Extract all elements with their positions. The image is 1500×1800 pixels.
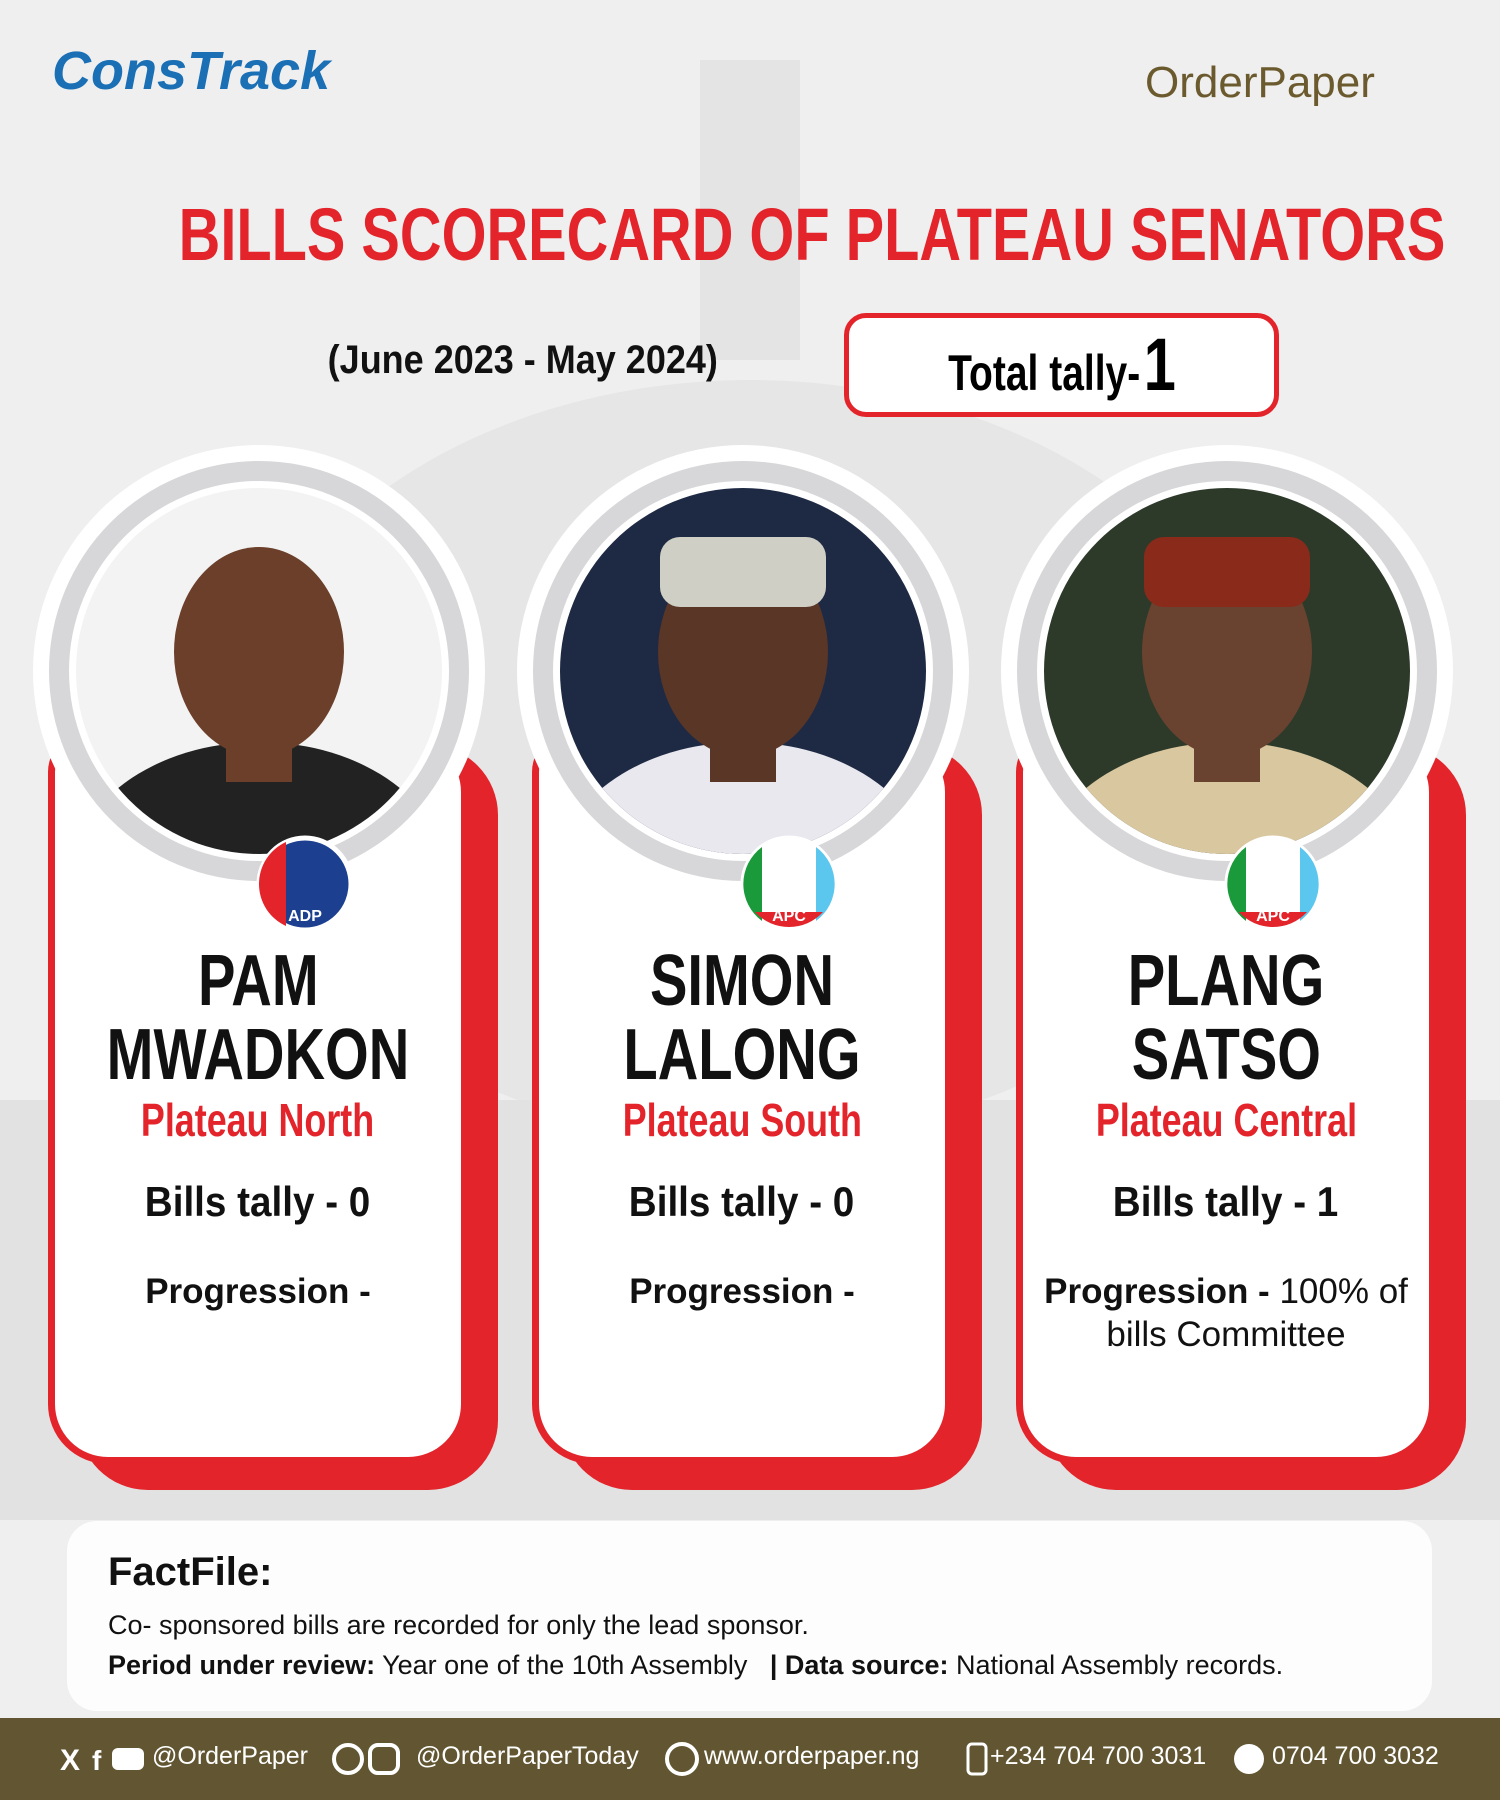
- period: (June 2023 - May 2024): [327, 338, 718, 382]
- factfile-note: Co- sponsored bills are recorded for onl…: [108, 1610, 809, 1640]
- svg-text:f: f: [92, 1745, 102, 1776]
- name-line: SATSO: [1016, 1018, 1436, 1092]
- bills-text: Bills tally - 0: [629, 1178, 855, 1225]
- name-line: LALONG: [532, 1018, 952, 1092]
- party-logo-text: APC: [1256, 908, 1290, 925]
- name-line: PAM: [48, 944, 468, 1018]
- district: Plateau South: [532, 1093, 952, 1147]
- footer-handle: @OrderPaper: [152, 1742, 308, 1770]
- period-value: Year one of the 10th Assembly: [382, 1650, 748, 1680]
- progression-label: Progression -: [629, 1272, 855, 1311]
- party-logo-text: ADP: [288, 908, 322, 925]
- name-line: PLANG: [1016, 944, 1436, 1018]
- name-text: PAM: [197, 941, 319, 1021]
- district-text: Plateau South: [622, 1094, 862, 1146]
- name-text: MWADKON: [106, 1015, 410, 1095]
- footer-phone: +234 704 700 3031: [990, 1742, 1207, 1770]
- portrait: ADP: [33, 445, 485, 933]
- orderpaper-logo: OrderPaper: [1145, 58, 1375, 107]
- svg-text:X: X: [60, 1744, 80, 1777]
- total-label: Total tally-: [947, 345, 1140, 401]
- bills-text: Bills tally - 0: [145, 1178, 371, 1225]
- portrait: APC: [1001, 445, 1453, 933]
- bills-text: Bills tally - 1: [1113, 1178, 1339, 1225]
- progression: Progression -: [68, 1270, 448, 1313]
- name-line: MWADKON: [48, 1018, 468, 1092]
- name-text: SATSO: [1131, 1015, 1321, 1095]
- period-label: Period under review:: [108, 1650, 376, 1680]
- progression: Progression - 100% of bills Committee: [1036, 1270, 1416, 1356]
- footer-whatsapp: 0704 700 3032: [1272, 1742, 1439, 1770]
- source-value: National Assembly records.: [956, 1650, 1284, 1680]
- progression: Progression -: [552, 1270, 932, 1313]
- progression-detail: 100% of bills Committee: [1106, 1272, 1408, 1354]
- footer-website: www.orderpaper.ng: [704, 1742, 920, 1770]
- constrack-logo: ConsTrack: [52, 41, 331, 101]
- bills-tally: Bills tally - 0: [532, 1178, 952, 1226]
- district: Plateau Central: [1016, 1093, 1436, 1147]
- total-tally: Total tally- 1: [844, 313, 1279, 417]
- total-value: 1: [1143, 323, 1176, 406]
- progression-label: Progression -: [145, 1272, 371, 1311]
- progression-label: Progression -: [1044, 1272, 1270, 1311]
- district-text: Plateau Central: [1095, 1094, 1357, 1146]
- name-text: PLANG: [1127, 941, 1325, 1021]
- name-line: SIMON: [532, 944, 952, 1018]
- factfile-heading: FactFile:: [108, 1550, 273, 1594]
- bills-tally: Bills tally - 1: [1016, 1178, 1436, 1226]
- portrait: APC: [517, 445, 969, 933]
- factfile-box: [67, 1521, 1432, 1711]
- district-text: Plateau North: [141, 1094, 375, 1146]
- bills-tally: Bills tally - 0: [48, 1178, 468, 1226]
- footer-handle2: @OrderPaperToday: [416, 1742, 639, 1770]
- name-text: LALONG: [623, 1015, 861, 1095]
- name-text: SIMON: [649, 941, 835, 1021]
- title: BILLS SCORECARD OF PLATEAU SENATORS: [178, 193, 1446, 276]
- party-logo-text: APC: [772, 908, 806, 925]
- source-label: | Data source:: [769, 1650, 949, 1680]
- factfile-line: Period under review: Year one of the 10t…: [108, 1650, 1283, 1681]
- district: Plateau North: [48, 1093, 468, 1147]
